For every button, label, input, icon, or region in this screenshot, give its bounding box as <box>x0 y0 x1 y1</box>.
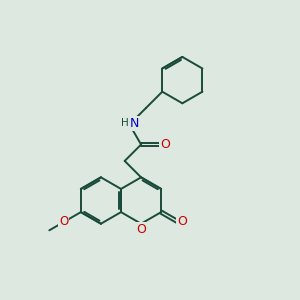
Text: H: H <box>121 118 128 128</box>
Text: O: O <box>136 223 146 236</box>
Text: O: O <box>160 138 170 151</box>
Text: N: N <box>129 117 139 130</box>
Text: O: O <box>59 215 68 229</box>
Text: O: O <box>177 215 187 228</box>
